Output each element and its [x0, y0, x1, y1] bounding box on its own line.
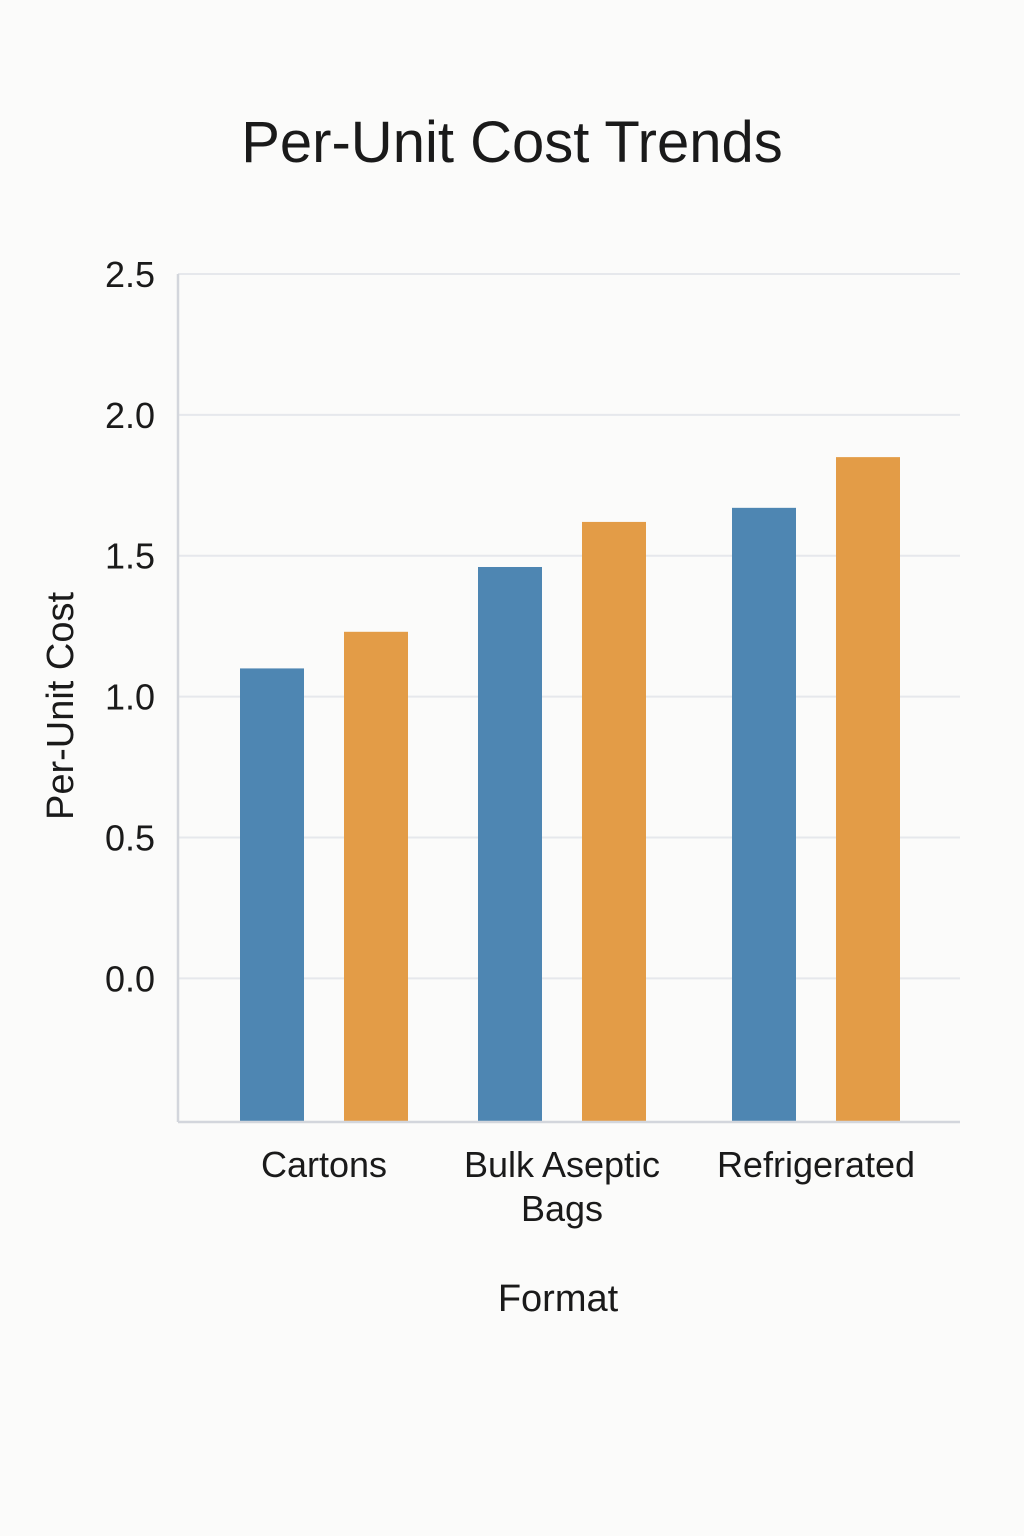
bars: [240, 457, 900, 1123]
bar: [732, 507, 796, 1123]
bar: [836, 457, 900, 1122]
x-axis-label: Format: [498, 1278, 619, 1320]
x-category-label: Cartons: [261, 1144, 387, 1185]
x-category-line: Bags: [521, 1188, 603, 1229]
y-axis-ticks: 2.5 2.0 1.5 1.0 0.5 0.0: [105, 254, 155, 999]
bar: [478, 566, 542, 1122]
y-tick-label: 0.0: [105, 958, 155, 999]
gridlines: [178, 273, 960, 980]
x-category-line: Bulk Aseptic: [464, 1144, 660, 1185]
x-category-label: Bulk Aseptic Bags: [464, 1144, 660, 1229]
x-category-line: Refrigerated: [717, 1144, 915, 1185]
y-tick-label: 1.5: [105, 536, 155, 577]
y-tick-label: 0.5: [105, 817, 155, 858]
y-tick-label: 2.0: [105, 395, 155, 436]
y-tick-label: 2.5: [105, 254, 155, 295]
bar: [344, 631, 408, 1122]
x-category-label: Refrigerated: [717, 1144, 915, 1185]
y-axis-label: Per-Unit Cost: [40, 592, 82, 820]
chart-title: Per-Unit Cost Trends: [241, 110, 783, 175]
x-category-line: Cartons: [261, 1144, 387, 1185]
bar: [582, 521, 646, 1122]
bar: [240, 668, 304, 1122]
x-axis-categories: Cartons Bulk Aseptic Bags Refrigerated: [261, 1144, 915, 1229]
y-tick-label: 1.0: [105, 677, 155, 718]
